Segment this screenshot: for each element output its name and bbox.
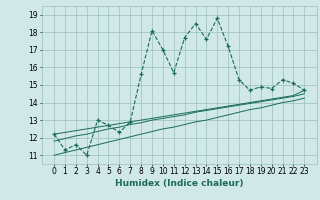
X-axis label: Humidex (Indice chaleur): Humidex (Indice chaleur) (115, 179, 244, 188)
